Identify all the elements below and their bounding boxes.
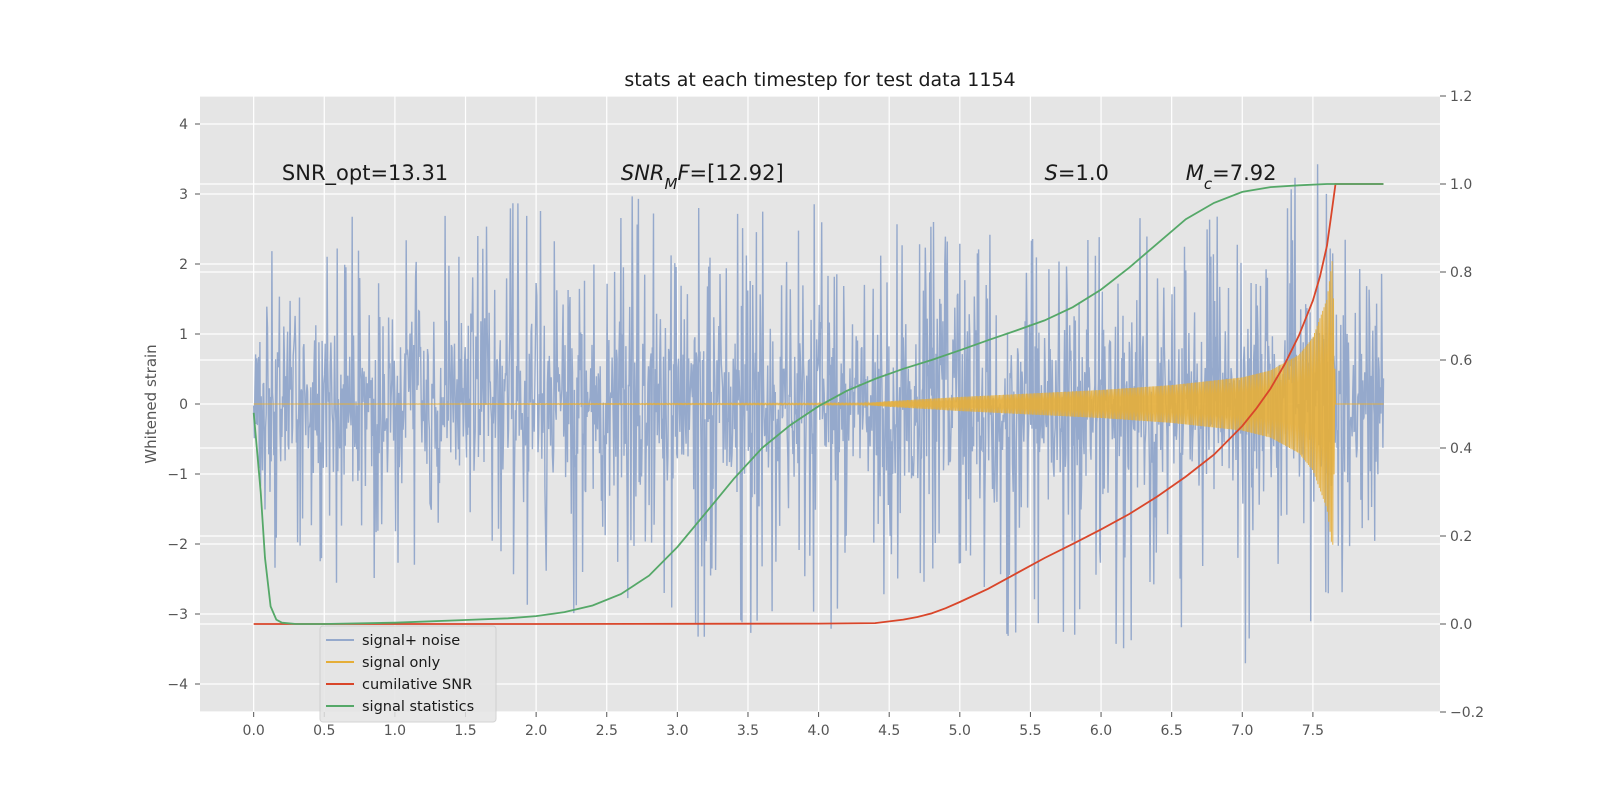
y-tick-label: 1 [179,327,188,343]
annotation-part: S [1045,161,1058,185]
annotation-part: M [1186,161,1204,185]
x-tick-label: 2.5 [596,723,618,739]
x-tick-label: 5.5 [1019,723,1041,739]
series-line [252,183,1384,625]
y-tick-label: −2 [167,537,188,553]
x-tick-label: 1.5 [454,723,476,739]
annotation-part: F [677,161,690,185]
y-axis: −4 −3 −2 −1 0 1 2 3 4 [167,117,200,693]
y2-tick-label: 1.0 [1450,177,1472,193]
annotation-chirp-mass: Mc=7.92 [1186,161,1277,193]
x-tick-label: 6.5 [1161,723,1183,739]
y2-tick-label: 0.2 [1450,529,1472,545]
annotation-s-value: S=1.0 [1045,161,1109,185]
chirp-trace [253,261,1384,545]
x-tick-label: 0.5 [313,723,335,739]
x-axis: 0.0 0.5 1.0 1.5 2.0 2.5 3.0 3.5 4.0 4.5 5.0 5.5 6.0 6… [243,712,1324,739]
y-tick-label: 2 [179,257,188,273]
y-tick-label: −4 [167,677,188,693]
series-2 [253,183,1384,625]
series-layer [252,164,1385,664]
y2-tick-label: 0.0 [1450,617,1472,633]
series-0 [253,164,1385,664]
y-tick-label: −3 [167,607,188,623]
y2-tick-label: 1.2 [1450,89,1472,105]
legend-label: cumilative SNR [362,677,472,693]
y2-tick-label: 0.4 [1450,441,1472,457]
y-tick-label: 4 [179,117,188,133]
x-tick-label: 6.0 [1090,723,1112,739]
annotation-part: SNR_opt=13.31 [282,161,448,186]
legend-label: signal+ noise [362,633,460,649]
y-tick-label: −1 [167,467,188,483]
legend: signal+ noise signal only cumilative SNR si… [319,625,497,723]
y-tick-label: 0 [179,397,188,413]
x-tick-label: 1.0 [384,723,406,739]
x-tick-label: 3.0 [666,723,688,739]
y2-tick-label: −0.2 [1450,705,1484,721]
annotation-part: =1.0 [1058,161,1109,185]
x-tick-label: 2.0 [525,723,547,739]
annotations: SNR_opt=13.31 SNRMF=[12.92] S=1.0 Mc=7.92 [282,161,1277,193]
annotation-part: c [1204,175,1213,193]
y-axis-label: Whitened strain [142,344,160,463]
annotation-snr-mf: SNRMF=[12.92] [621,161,784,193]
series-line [253,183,1384,625]
x-tick-label: 4.5 [878,723,900,739]
annotation-part: SNR [621,161,665,185]
annotation-part: M [665,175,678,193]
legend-label: signal statistics [362,699,474,715]
annotation-part: =[12.92] [690,161,784,185]
x-tick-label: 5.0 [949,723,971,739]
x-tick-label: 0.0 [243,723,265,739]
noise-trace [253,164,1385,664]
x-tick-label: 4.0 [807,723,829,739]
series-1 [253,261,1384,545]
y2-tick-label: 0.6 [1450,353,1472,369]
annotation-part: =7.92 [1212,161,1276,185]
annotation-snr-opt: SNR_opt=13.31 [282,161,448,186]
x-tick-label: 7.5 [1302,723,1324,739]
y-tick-label: 3 [179,187,188,203]
series-3 [252,183,1384,625]
chart-title: stats at each timestep for test data 115… [624,69,1015,91]
y2-tick-label: 0.8 [1450,265,1472,281]
legend-box [319,625,497,723]
legend-label: signal only [362,655,441,671]
x-tick-label: 3.5 [737,723,759,739]
y2-axis: −0.2 0.0 0.2 0.4 0.6 0.8 1.0 1.2 [1440,89,1484,721]
x-tick-label: 7.0 [1231,723,1253,739]
